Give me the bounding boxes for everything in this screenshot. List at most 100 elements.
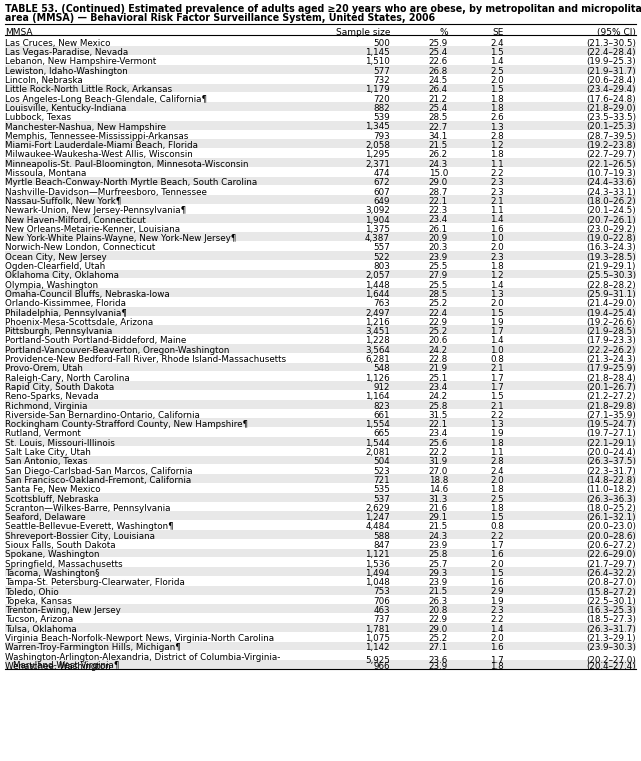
Text: 1.5: 1.5 (490, 85, 504, 94)
Text: 1.8: 1.8 (490, 151, 504, 159)
Text: 31.5: 31.5 (429, 411, 448, 420)
Text: 1,048: 1,048 (365, 578, 390, 587)
Text: Springfield, Massachusetts: Springfield, Massachusetts (5, 559, 122, 568)
Bar (5, 344, 636, 352)
Text: (21.3–24.3): (21.3–24.3) (587, 355, 636, 364)
Bar (5, 660, 636, 669)
Text: (26.3–31.7): (26.3–31.7) (586, 625, 636, 634)
Text: 24.3: 24.3 (429, 532, 448, 541)
Text: 27.1: 27.1 (429, 643, 448, 652)
Text: 31.3: 31.3 (429, 495, 448, 504)
Text: 1.8: 1.8 (490, 662, 504, 671)
Text: 1.2: 1.2 (490, 141, 504, 150)
Text: Philadelphia, Pennsylvania¶: Philadelphia, Pennsylvania¶ (5, 308, 127, 317)
Bar (5, 474, 636, 483)
Text: 25.7: 25.7 (429, 559, 448, 568)
Text: 23.9: 23.9 (429, 578, 448, 587)
Text: 28.5: 28.5 (429, 290, 448, 299)
Text: (25.9–31.1): (25.9–31.1) (587, 290, 636, 299)
Text: (20.1–26.7): (20.1–26.7) (587, 383, 636, 392)
Text: 3,092: 3,092 (365, 206, 390, 215)
Text: 0.8: 0.8 (490, 355, 504, 364)
Bar (5, 214, 636, 222)
Bar (5, 586, 636, 594)
Text: Spokane, Washington: Spokane, Washington (5, 550, 99, 559)
Text: 1,904: 1,904 (365, 215, 390, 224)
Text: 21.2: 21.2 (429, 94, 448, 103)
Text: Wenatchee, Washington: Wenatchee, Washington (5, 662, 111, 671)
Text: 882: 882 (373, 104, 390, 113)
Text: Tacoma, Washington§: Tacoma, Washington§ (5, 569, 99, 578)
Text: 25.4: 25.4 (429, 104, 448, 113)
Text: 1,345: 1,345 (365, 123, 390, 132)
Text: Nassau-Suffolk, New York¶: Nassau-Suffolk, New York¶ (5, 197, 121, 206)
Text: 25.8: 25.8 (429, 550, 448, 559)
Text: 1.0: 1.0 (490, 345, 504, 355)
Text: 522: 522 (373, 253, 390, 262)
Text: 29.0: 29.0 (429, 178, 448, 187)
Text: 24.5: 24.5 (429, 76, 448, 85)
Text: 706: 706 (373, 597, 390, 606)
Text: Washington-Arlington-Alexandria, District of Columbia-Virginia-: Washington-Arlington-Alexandria, Distric… (5, 653, 280, 661)
Text: (23.9–30.3): (23.9–30.3) (586, 643, 636, 652)
Text: 2.4: 2.4 (490, 466, 504, 476)
Text: 2.0: 2.0 (490, 299, 504, 308)
Text: 27.0: 27.0 (429, 466, 448, 476)
Text: 1,216: 1,216 (365, 318, 390, 326)
Text: 1,295: 1,295 (365, 151, 390, 159)
Text: (27.1–35.9): (27.1–35.9) (586, 411, 636, 420)
Text: 24.2: 24.2 (429, 345, 448, 355)
Text: St. Louis, Missouri-Illinois: St. Louis, Missouri-Illinois (5, 438, 115, 447)
Text: 1.5: 1.5 (490, 308, 504, 317)
Text: 2.4: 2.4 (490, 39, 504, 48)
Text: (18.0–26.2): (18.0–26.2) (587, 197, 636, 206)
Text: Providence-New Bedford-Fall River, Rhode Island-Massachusetts: Providence-New Bedford-Fall River, Rhode… (5, 355, 286, 364)
Text: (17.6–24.8): (17.6–24.8) (587, 94, 636, 103)
Text: Lebanon, New Hampshire-Vermont: Lebanon, New Hampshire-Vermont (5, 57, 156, 66)
Text: (21.8–29.0): (21.8–29.0) (587, 104, 636, 113)
Text: (21.8–28.4): (21.8–28.4) (587, 374, 636, 383)
Text: 2.5: 2.5 (490, 67, 504, 75)
Text: 1.8: 1.8 (490, 438, 504, 447)
Text: Warren-Troy-Farmington Hills, Michigan¶: Warren-Troy-Farmington Hills, Michigan¶ (5, 643, 181, 652)
Text: 15.0: 15.0 (429, 169, 448, 178)
Text: 753: 753 (373, 587, 390, 597)
Text: Omaha-Council Bluffs, Nebraska-Iowa: Omaha-Council Bluffs, Nebraska-Iowa (5, 290, 170, 299)
Bar (5, 121, 636, 129)
Text: 23.6: 23.6 (429, 656, 448, 665)
Text: (20.4–27.4): (20.4–27.4) (587, 662, 636, 671)
Text: 737: 737 (373, 616, 390, 624)
Text: Trenton-Ewing, New Jersey: Trenton-Ewing, New Jersey (5, 606, 121, 615)
Text: Rapid City, South Dakota: Rapid City, South Dakota (5, 383, 114, 392)
Text: 28.7: 28.7 (429, 188, 448, 196)
Text: 22.8: 22.8 (429, 355, 448, 364)
Text: 823: 823 (373, 402, 390, 410)
Text: TABLE 53. (Continued) Estimated prevalence of adults aged ≥20 years who are obes: TABLE 53. (Continued) Estimated prevalen… (5, 4, 641, 14)
Text: 26.1: 26.1 (429, 224, 448, 234)
Text: (21.2–27.2): (21.2–27.2) (587, 392, 636, 401)
Text: (19.2–23.8): (19.2–23.8) (587, 141, 636, 150)
Text: 1.4: 1.4 (490, 336, 504, 345)
Text: 2.0: 2.0 (490, 244, 504, 253)
Text: (20.0–24.4): (20.0–24.4) (587, 448, 636, 457)
Text: Rockingham County-Strafford County, New Hampshire¶: Rockingham County-Strafford County, New … (5, 420, 248, 429)
Text: Newark-Union, New Jersey-Pennsylvania¶: Newark-Union, New Jersey-Pennsylvania¶ (5, 206, 187, 215)
Text: 2.5: 2.5 (490, 495, 504, 504)
Text: 2.0: 2.0 (490, 559, 504, 568)
Text: 22.1: 22.1 (429, 197, 448, 206)
Text: 2,629: 2,629 (365, 504, 390, 513)
Text: 1,247: 1,247 (365, 513, 390, 522)
Text: 29.3: 29.3 (429, 569, 448, 578)
Text: 23.4: 23.4 (429, 429, 448, 438)
Text: 1.2: 1.2 (490, 272, 504, 280)
Text: 721: 721 (373, 476, 390, 485)
Text: (10.7–19.3): (10.7–19.3) (586, 169, 636, 178)
Text: (21.3–30.5): (21.3–30.5) (586, 39, 636, 48)
Text: 1,121: 1,121 (365, 550, 390, 559)
Text: 1.0: 1.0 (490, 234, 504, 243)
Text: Memphis, Tennessee-Mississippi-Arkansas: Memphis, Tennessee-Mississippi-Arkansas (5, 132, 188, 141)
Text: 1,145: 1,145 (365, 48, 390, 57)
Text: 4,387: 4,387 (365, 234, 390, 243)
Text: (11.0–18.2): (11.0–18.2) (587, 486, 636, 494)
Text: Miami-Fort Lauderdale-Miami Beach, Florida: Miami-Fort Lauderdale-Miami Beach, Flori… (5, 141, 198, 150)
